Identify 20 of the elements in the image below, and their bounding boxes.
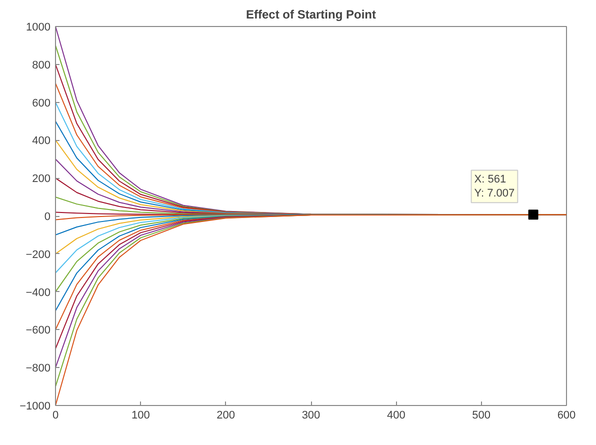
chart-title: Effect of Starting Point [246,8,376,22]
y-tick-label: 1000 [26,22,51,34]
y-tick-label: 400 [32,135,51,148]
y-tick-label: 200 [32,173,51,186]
x-tick-label: 300 [302,410,320,422]
x-tick-label: 500 [472,410,491,422]
y-tick-label: −400 [26,286,51,299]
y-tick-label: 600 [32,97,51,110]
x-tick-label: 200 [216,410,236,422]
y-tick-label: −600 [26,324,51,337]
annotation: X: 561 Y: 7.007 [474,173,515,200]
x-tick-label: 0 [52,410,59,422]
x-tick-label: 100 [131,410,150,422]
x-tick-label: 400 [386,410,406,422]
y-tick-label: 800 [32,59,51,72]
x-tick-label: 600 [557,410,576,422]
y-tick-label: −200 [26,248,51,261]
y-tick-label: −1000 [20,400,51,412]
y-tick-label: −800 [26,362,51,375]
y-tick-label: 0 [44,211,51,223]
